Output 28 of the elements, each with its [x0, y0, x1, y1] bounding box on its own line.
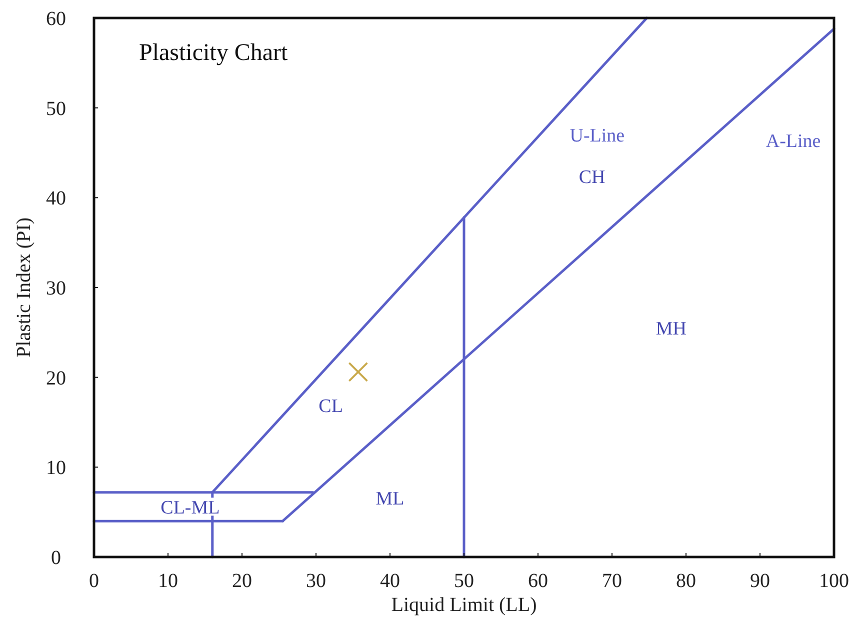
x-tick-label: 30 [306, 570, 326, 592]
series-label: U-Line [570, 125, 625, 146]
x-tick-label: 80 [676, 570, 696, 592]
annotation: CH [578, 166, 606, 188]
y-tick-label: 0 [51, 547, 61, 569]
x-tick-label: 50 [454, 570, 474, 592]
x-tick-label: 40 [380, 570, 400, 592]
annotation: MH [656, 318, 687, 340]
x-axis-title: Liquid Limit (LL) [391, 594, 537, 616]
series-label: A-Line [766, 130, 821, 152]
text: Plasticity Chart [139, 40, 288, 66]
x-tick-label: 90 [750, 570, 770, 592]
y-tick-label: 10 [46, 457, 66, 480]
x-tick-label: 20 [232, 570, 252, 592]
x-tick-label: 0 [89, 570, 99, 592]
y-tick-label: 30 [46, 278, 66, 300]
annotation: CL-ML [160, 497, 220, 518]
y-tick-label: 20 [46, 367, 66, 390]
y-tick-label: 50 [46, 98, 66, 120]
y-axis-title: Plastic Index (PI) [13, 218, 35, 358]
y-tick-label: 60 [46, 8, 66, 30]
x-tick-label: 70 [602, 570, 622, 592]
annotation: ML [376, 488, 404, 510]
y-tick-label: 40 [46, 188, 66, 210]
x-tick-label: 100 [819, 570, 849, 592]
x-tick-label: 60 [528, 570, 548, 592]
annotation: CL [318, 396, 343, 417]
x-tick-label: 10 [158, 570, 178, 592]
